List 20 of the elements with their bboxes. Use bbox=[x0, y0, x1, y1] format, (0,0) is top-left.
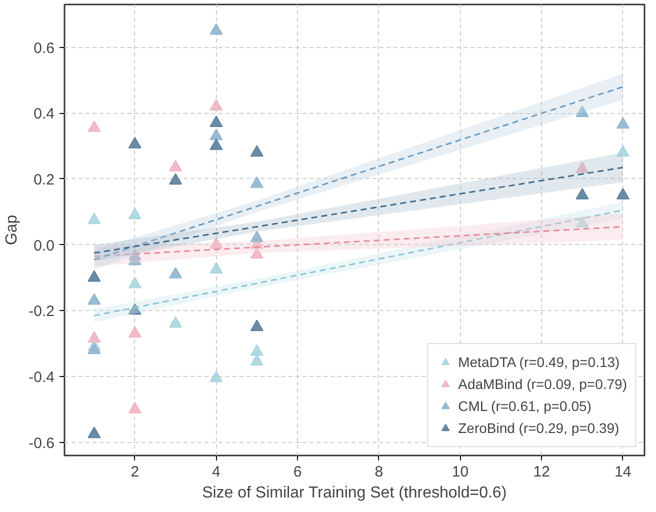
x-axis-title: Size of Similar Training Set (threshold=0.6) bbox=[202, 484, 507, 502]
x-tick-label: 2 bbox=[130, 464, 140, 480]
y-tick-label: 0.4 bbox=[34, 106, 55, 123]
legend-label: MetaDTA (r=0.49, p=0.13) bbox=[458, 354, 620, 370]
y-tick-label: 0.6 bbox=[34, 40, 55, 57]
y-tick-label: -0.4 bbox=[28, 368, 55, 386]
x-tick-label: 6 bbox=[293, 464, 302, 480]
y-tick-label: 0.0 bbox=[34, 237, 55, 254]
x-tick-label: 4 bbox=[212, 464, 220, 480]
x-tick-label: 14 bbox=[614, 464, 632, 480]
x-tick-label: 10 bbox=[452, 464, 469, 480]
legend-label: CML (r=0.61, p=0.05) bbox=[458, 398, 592, 414]
legend-label: ZeroBind (r=0.29, p=0.39) bbox=[458, 420, 620, 436]
y-tick-label: -0.6 bbox=[28, 434, 55, 452]
y-tick-label: 0.2 bbox=[34, 171, 55, 188]
x-tick-label: 8 bbox=[374, 464, 384, 480]
y-tick-label: -0.2 bbox=[28, 303, 55, 320]
y-axis-title: Gap bbox=[4, 214, 21, 246]
legend-label: AdaMBind (r=0.09, p=0.79) bbox=[458, 376, 627, 392]
x-tick-label: 12 bbox=[533, 464, 550, 480]
